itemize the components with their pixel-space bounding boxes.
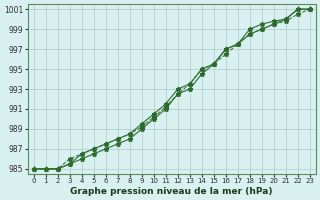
X-axis label: Graphe pression niveau de la mer (hPa): Graphe pression niveau de la mer (hPa)	[70, 187, 273, 196]
